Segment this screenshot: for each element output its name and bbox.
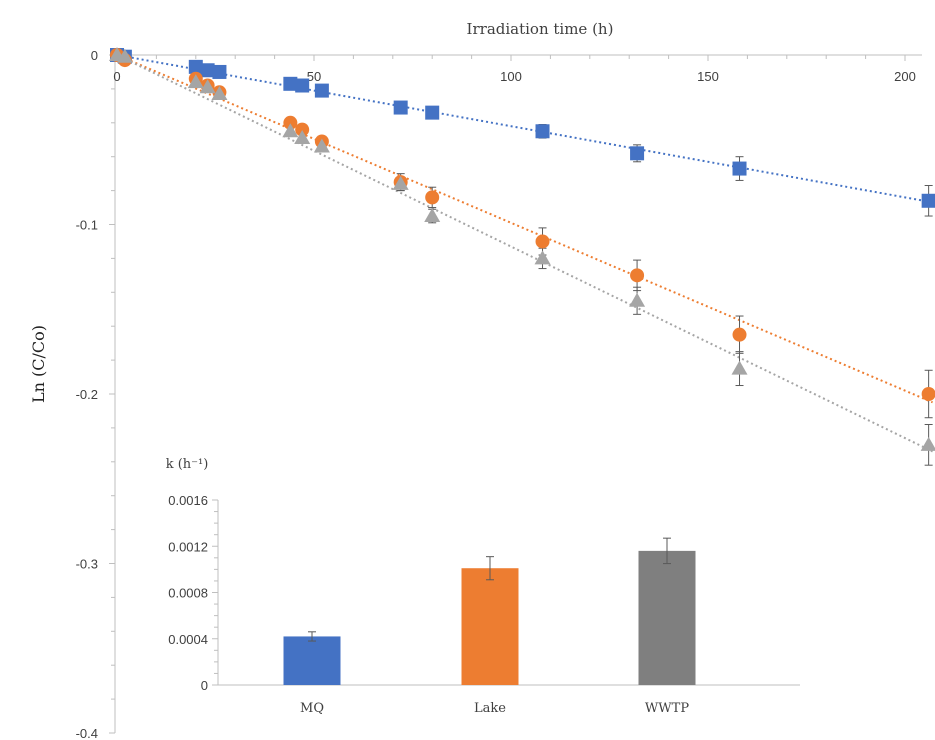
y-tick-label: -0.4 bbox=[76, 726, 98, 740]
triangle-marker bbox=[424, 208, 441, 223]
y-tick-label: 0 bbox=[91, 48, 98, 63]
square-marker bbox=[393, 100, 408, 115]
inset-y-tick-label: 0.0004 bbox=[168, 632, 208, 647]
y-tick-label: -0.1 bbox=[76, 218, 98, 233]
x-axis-title: Irradiation time (h) bbox=[467, 20, 614, 38]
circle-marker bbox=[425, 190, 440, 205]
y-tick-label: -0.2 bbox=[76, 387, 98, 402]
x-tick-label: 50 bbox=[307, 69, 321, 84]
square-marker bbox=[188, 59, 203, 74]
square-marker bbox=[921, 193, 935, 208]
data-points bbox=[109, 47, 935, 451]
square-marker bbox=[732, 161, 747, 176]
inset-bar bbox=[461, 568, 519, 685]
square-marker bbox=[535, 124, 550, 139]
square-marker bbox=[295, 78, 310, 93]
inset-bar bbox=[638, 550, 696, 685]
inset-category-label: MQ bbox=[300, 701, 324, 716]
x-tick-label: 200 bbox=[894, 69, 916, 84]
square-marker bbox=[200, 63, 215, 78]
square-marker bbox=[212, 64, 227, 79]
inset-y-tick-label: 0.0008 bbox=[168, 586, 208, 601]
square-marker bbox=[630, 146, 645, 161]
inset-y-tick-label: 0.0012 bbox=[168, 539, 208, 554]
x-tick-label: 150 bbox=[697, 69, 719, 84]
triangle-marker bbox=[920, 436, 935, 451]
square-marker bbox=[283, 76, 298, 91]
circle-marker bbox=[283, 115, 298, 130]
trendline bbox=[116, 54, 934, 453]
inset-y-tick-label: 0 bbox=[201, 678, 208, 693]
y-axis-title: Ln (C/Co) bbox=[29, 325, 48, 403]
triangle-marker bbox=[282, 123, 299, 138]
triangle-marker bbox=[629, 292, 646, 307]
triangle-marker bbox=[313, 138, 330, 153]
x-tick-label: 0 bbox=[113, 69, 120, 84]
triangle-marker bbox=[187, 74, 204, 89]
inset-y-tick-label: 0.0016 bbox=[168, 493, 208, 508]
square-marker bbox=[425, 105, 440, 120]
circle-marker bbox=[295, 122, 310, 137]
circle-marker bbox=[732, 327, 747, 342]
inset-category-label: WWTP bbox=[645, 701, 689, 716]
circle-marker bbox=[535, 234, 550, 249]
circle-marker bbox=[921, 387, 935, 401]
trendline bbox=[116, 54, 933, 204]
triangle-marker bbox=[211, 85, 228, 100]
trendlines bbox=[116, 54, 934, 453]
inset-title: k (h⁻¹) bbox=[166, 457, 209, 472]
triangle-marker bbox=[392, 175, 409, 190]
square-marker bbox=[314, 83, 329, 98]
circle-marker bbox=[630, 268, 645, 283]
y-tick-label: -0.3 bbox=[76, 557, 98, 572]
x-tick-label: 100 bbox=[500, 69, 522, 84]
triangle-marker bbox=[534, 250, 551, 265]
triangle-marker bbox=[199, 79, 216, 94]
triangle-marker bbox=[731, 360, 748, 375]
triangle-marker bbox=[116, 48, 133, 63]
inset-bar bbox=[283, 636, 341, 685]
triangle-marker bbox=[294, 130, 311, 145]
main-axes: 0 -0.1 -0.2 -0.3 -0.4 0 50 100 150 200 bbox=[76, 48, 922, 740]
inset-bar-chart: k (h⁻¹) 0 0.0004 0.0008 0.0012 0.0016 MQ Lake W… bbox=[166, 457, 800, 716]
inset-category-label: Lake bbox=[474, 701, 506, 716]
